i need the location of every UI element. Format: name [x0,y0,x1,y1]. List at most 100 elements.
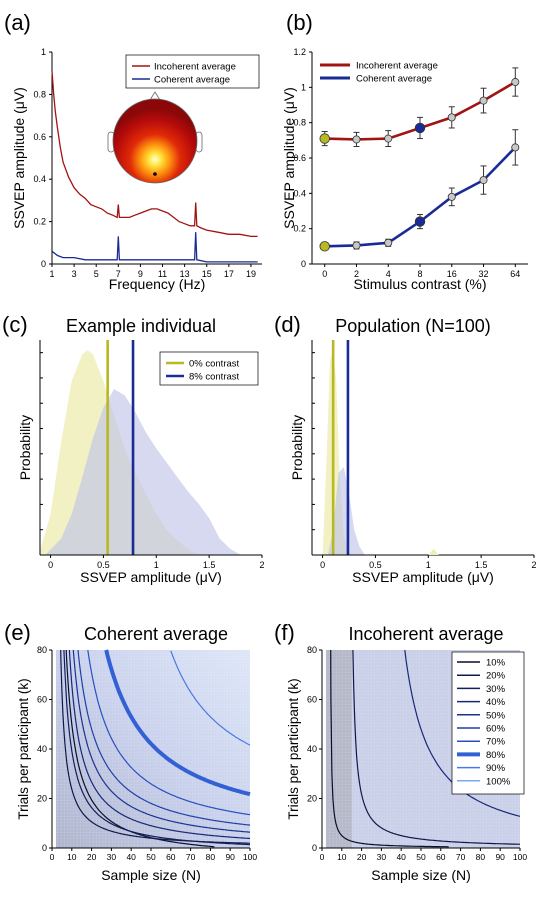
contour-line-e-3 [68,649,251,840]
y-axis-label-f: Trials per participant (k) [286,678,301,819]
y-tick-label-f: 60 [307,695,317,705]
panel-label-b: (b) [286,10,313,35]
panel-title-d: Population (N=100) [335,316,491,336]
y-tick-label-e: 20 [37,794,47,804]
x-tick-label-f: 40 [396,852,406,862]
data-point-b [479,176,488,185]
x-tick-label-b: 8 [417,269,422,279]
x-tick-label-b: 64 [510,269,520,279]
legend-box-c [159,351,259,386]
y-tick-label-b: 1 [301,82,306,92]
panel-label-e: (e) [4,620,31,645]
x-tick-label-c: 1 [154,560,159,570]
data-point-b [384,238,393,247]
y-tick-label-e: 60 [37,695,47,705]
legend-label-f: 80% [486,750,506,761]
y-tick-label-f: 40 [307,744,317,754]
legend-label-f: 20% [486,671,506,682]
panel-label-f: (f) [274,620,295,645]
legend-label-a: Incoherent average [154,62,236,73]
y-tick-label-a: 0.6 [33,132,46,142]
y-tick-label-f: 20 [307,794,317,804]
y-tick-label-a: 0.8 [33,89,46,99]
density-area-d-0 [322,350,349,555]
y-axis-label-d: Probability [289,415,305,480]
x-tick-label-b: 16 [447,269,457,279]
x-tick-label-d: 2 [531,560,536,570]
x-axis-label-f: Sample size (N) [371,867,471,883]
legend-a: Incoherent average Coherent average [125,54,260,89]
y-tick-label-f: 0 [312,843,317,853]
contour-line-e-7 [104,649,251,797]
x-tick-label-f: 80 [476,852,486,862]
legend-label-f: 40% [486,697,506,708]
y-tick-label-b: 0 [301,259,306,269]
x-tick-label-a: 13 [180,269,190,279]
x-tick-label-b: 0 [322,269,327,279]
legend-b: Incoherent average Coherent average [320,61,438,85]
panel-label-c: (c) [2,312,28,337]
x-tick-label-b: 32 [479,269,489,279]
legend-label-f: 30% [486,684,506,695]
x-tick-label-a: 19 [246,269,256,279]
contour-line-e-1 [60,649,250,844]
x-tick-label-e: 100 [243,852,257,862]
y-tick-label-e: 0 [42,843,47,853]
x-axis-label-c: SSVEP amplitude (μV) [80,569,222,585]
data-point-b [414,216,426,227]
y-tick-label-a: 0.2 [33,217,46,227]
series-line-b-1 [324,146,517,248]
x-tick-label-f: 90 [495,852,505,862]
contour-line-e-8 [170,650,251,746]
data-point-b [319,133,330,144]
x-tick-label-e: 30 [107,852,117,862]
panel-title-f: Incoherent average [348,624,503,644]
legend-label-f: 70% [486,737,506,748]
x-tick-label-e: 70 [186,852,196,862]
y-axis-label-e: Trials per participant (k) [16,678,31,819]
y-tick-label-b: 0.4 [293,188,306,198]
y-tick-label-b: 0.8 [293,118,306,128]
data-point-b [384,134,393,143]
density-area-c-1 [45,389,241,555]
legend-label-b: Coherent average [356,74,432,85]
x-tick-label-f: 50 [416,852,426,862]
x-tick-label-e: 20 [87,852,97,862]
x-tick-label-e: 80 [206,852,216,862]
series-line-a-0 [51,71,258,238]
x-tick-label-d: 0 [320,560,325,570]
x-tick-label-e: 0 [50,852,55,862]
data-point-b [511,143,520,152]
panel-title-c: Example individual [66,316,216,336]
x-tick-label-d: 0.5 [369,560,382,570]
y-tick-label-b: 1.2 [293,47,306,57]
y-tick-label-f: 80 [307,645,317,655]
x-tick-label-a: 11 [158,269,167,279]
y-tick-label-e: 40 [37,744,47,754]
x-tick-label-c: 0.5 [97,560,110,570]
contour-line-e-6 [87,649,251,816]
x-tick-label-f: 30 [377,852,387,862]
x-tick-label-d: 1.5 [475,560,488,570]
density-outlier-d [428,548,439,555]
x-tick-label-e: 60 [166,852,176,862]
series-line-a-1 [51,232,258,263]
panel-label-a: (a) [4,10,31,35]
x-axis-label-e: Sample size (N) [101,867,201,883]
data-point-b [352,135,361,144]
y-axis-label-b: SSVEP amplitude (μV) [281,87,297,229]
contour-line-f-1 [352,649,521,845]
contour-line-e-0 [65,649,215,848]
x-tick-label-a: 15 [202,269,212,279]
legend-label-f: 60% [486,724,506,735]
y-tick-label-b: 0.2 [293,224,306,234]
scalp-head [112,98,198,184]
x-tick-label-e: 50 [146,852,156,862]
chart-layer: (a)00.20.40.60.811 3 5 7 9 11 13 15 17 19Frequenc… [2,10,537,883]
contour-line-e-5 [77,649,251,826]
legend-box-a [125,54,260,89]
x-tick-label-f: 10 [337,852,347,862]
y-tick-label-b: 0.6 [293,153,306,163]
y-axis-label-a: SSVEP amplitude (μV) [11,87,27,229]
